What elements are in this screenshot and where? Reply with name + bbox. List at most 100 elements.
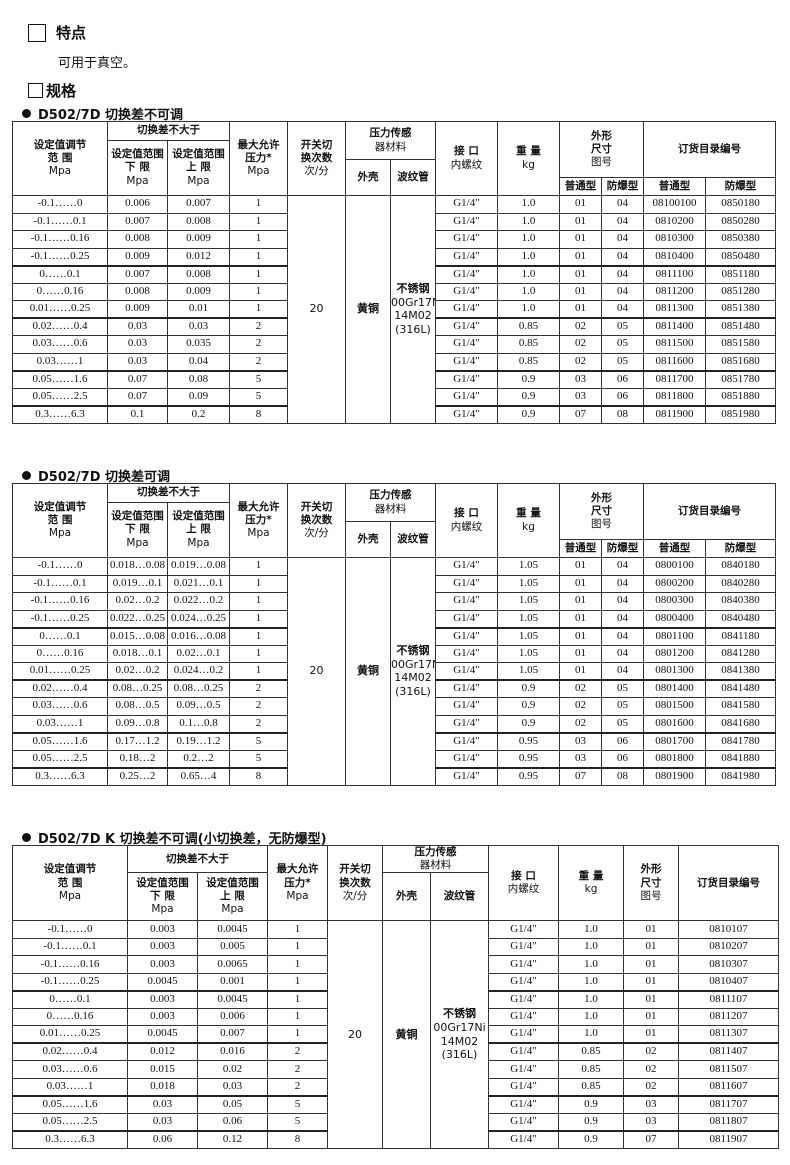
data-cell-line: G1/4″ bbox=[453, 629, 480, 642]
data-cell-line: G1/4″ bbox=[453, 389, 480, 402]
data-cell-line: 0.007 bbox=[220, 1027, 245, 1040]
data-cell: 0……0.16 bbox=[12, 282, 108, 301]
data-cell: -0.1……0.1 bbox=[12, 212, 108, 231]
data-cell: 0.02……0.4 bbox=[12, 679, 108, 698]
data-cell-line: 5 bbox=[255, 372, 262, 385]
header-dim-line: 尺寸 bbox=[591, 504, 612, 517]
data-cell-line: 1.0 bbox=[584, 1010, 598, 1023]
data-cell-line: 03 bbox=[575, 389, 586, 402]
data-row: 0……0.16 0.018…0.1 0.02…0.1 1 G1/4″ 1.05 01 04 08… bbox=[12, 644, 776, 663]
data-cell-line: 0.0045 bbox=[217, 922, 248, 935]
header-bellows: 波纹管 bbox=[390, 521, 436, 558]
data-cell: 0811600 bbox=[643, 352, 706, 371]
header-subtype-line: 防爆型 bbox=[606, 179, 639, 192]
data-cell-line: 0841980 bbox=[721, 769, 760, 782]
data-cell: 0851280 bbox=[705, 282, 776, 301]
data-cell: 0……0.1 bbox=[12, 626, 108, 646]
data-cell: 1 bbox=[267, 972, 328, 992]
data-cell-line: 1.05 bbox=[518, 646, 539, 659]
data-cell: 0.016…0.08 bbox=[167, 626, 230, 646]
header-sensor-line: 器材料 bbox=[419, 859, 452, 872]
data-cell-line: 0801700 bbox=[655, 734, 694, 747]
data-cell-line: 0.009 bbox=[186, 284, 211, 297]
data-cell: 0.012 bbox=[167, 247, 230, 266]
data-cell-line: 02 bbox=[645, 1079, 657, 1092]
data-cell: 1 bbox=[229, 662, 288, 681]
data-cell-line: -0.1……0.16 bbox=[40, 957, 100, 970]
data-cell: 0811207 bbox=[678, 1007, 779, 1027]
data-cell-line: 0.018 bbox=[150, 1079, 175, 1092]
data-cell: 1.05 bbox=[497, 609, 560, 628]
data-cell: 0.1…0.8 bbox=[167, 714, 230, 733]
data-cell: 03 bbox=[559, 387, 602, 406]
data-cell-line: 0.85 bbox=[581, 1045, 601, 1058]
data-cell-line: 0.008 bbox=[186, 214, 211, 227]
data-cell-line: 0.035 bbox=[186, 337, 211, 350]
data-cell: 0.19…1.2 bbox=[167, 731, 230, 751]
data-cell: 2 bbox=[229, 697, 288, 716]
data-cell-line: 04 bbox=[617, 302, 628, 315]
data-cell-line: 04 bbox=[617, 611, 628, 624]
data-cell: 0.25…2 bbox=[107, 766, 168, 786]
data-cell: 01 bbox=[623, 955, 679, 974]
data-cell-line: 0.006 bbox=[125, 197, 150, 210]
data-cell: 04 bbox=[601, 300, 644, 319]
data-cell-line: 0.007 bbox=[125, 214, 150, 227]
data-cell: 0.03……1 bbox=[12, 714, 108, 733]
data-cell-line: 0.016 bbox=[220, 1045, 245, 1058]
data-cell-line: 0.3……6.3 bbox=[35, 407, 85, 420]
header-max-pressure-line: 最大允许 bbox=[237, 500, 280, 513]
data-cell: 2 bbox=[229, 352, 288, 371]
data-cell-line: 1 bbox=[294, 1027, 301, 1040]
data-cell-line: 1.0 bbox=[521, 232, 536, 245]
data-cell: 1 bbox=[267, 1007, 328, 1027]
header-dim-line: 外形 bbox=[591, 129, 612, 142]
data-cell-line: 0841380 bbox=[721, 664, 760, 677]
data-cell-line: 01 bbox=[575, 594, 586, 607]
header-weight: 重 量 kg bbox=[497, 483, 560, 558]
data-cell: 0.07 bbox=[107, 387, 168, 406]
data-cell-line: 0.2…2 bbox=[183, 751, 214, 764]
data-cell: 04 bbox=[601, 626, 644, 646]
header-weight-line: 重 量 bbox=[516, 145, 541, 158]
data-cell-line: G1/4″ bbox=[453, 197, 480, 210]
data-cell: 1 bbox=[229, 574, 288, 593]
data-cell: 0.09…0.8 bbox=[107, 714, 168, 733]
data-cell-line: 0……0.16 bbox=[36, 284, 84, 297]
shared-housing-line: 黄铜 bbox=[357, 664, 379, 678]
data-cell-line: 05 bbox=[617, 320, 628, 333]
data-cell: 05 bbox=[601, 714, 644, 733]
data-cell: 0851680 bbox=[705, 352, 776, 371]
data-cell: 0.007 bbox=[197, 1025, 268, 1044]
data-cell: 2 bbox=[229, 714, 288, 733]
data-cell: 08 bbox=[601, 766, 644, 786]
data-cell-line: G1/4″ bbox=[510, 940, 537, 953]
bullet bbox=[22, 471, 31, 480]
data-cell: 0.005 bbox=[197, 937, 268, 957]
data-cell: 04 bbox=[601, 264, 644, 284]
data-cell-line: 1 bbox=[294, 992, 301, 1005]
data-cell-line: G1/4″ bbox=[453, 372, 480, 385]
data-cell: 0.02…0.2 bbox=[107, 662, 168, 681]
data-cell-line: 0.022…0.2 bbox=[173, 594, 224, 607]
data-row: -0.1……0.25 0.022…0.25 0.024…0.25 1 G1/4″ 1.05… bbox=[12, 609, 776, 628]
header-diff-line: 切换差不大于 bbox=[166, 852, 229, 865]
data-cell-line: 04 bbox=[617, 197, 628, 210]
header-cycles-line: 开关切 bbox=[339, 863, 371, 876]
header-sensor-line: 器材料 bbox=[374, 140, 407, 153]
data-cell-line: 2 bbox=[294, 1062, 301, 1075]
data-cell: 01 bbox=[623, 989, 679, 1009]
data-row: 0……0.16 0.008 0.009 1 G1/4″ 1.0 01 04 0811200 085… bbox=[12, 282, 776, 301]
header-thread: 接 口内螺纹 bbox=[488, 844, 559, 922]
data-cell-line: G1/4″ bbox=[510, 1062, 537, 1075]
data-cell-line: 0.05……1.6 bbox=[32, 372, 88, 385]
data-cell-line: G1/4″ bbox=[453, 611, 480, 624]
header-sensor-line: 压力传感 bbox=[369, 489, 412, 502]
data-cell: 2 bbox=[229, 317, 288, 336]
data-cell: 0.9 bbox=[558, 1094, 624, 1114]
data-cell: 0800200 bbox=[643, 574, 706, 593]
data-cell: 1 bbox=[229, 195, 288, 214]
data-cell-line: 0810200 bbox=[655, 214, 694, 227]
data-cell-line: 0……0.1 bbox=[39, 629, 81, 642]
data-cell-line: 01 bbox=[575, 559, 586, 572]
